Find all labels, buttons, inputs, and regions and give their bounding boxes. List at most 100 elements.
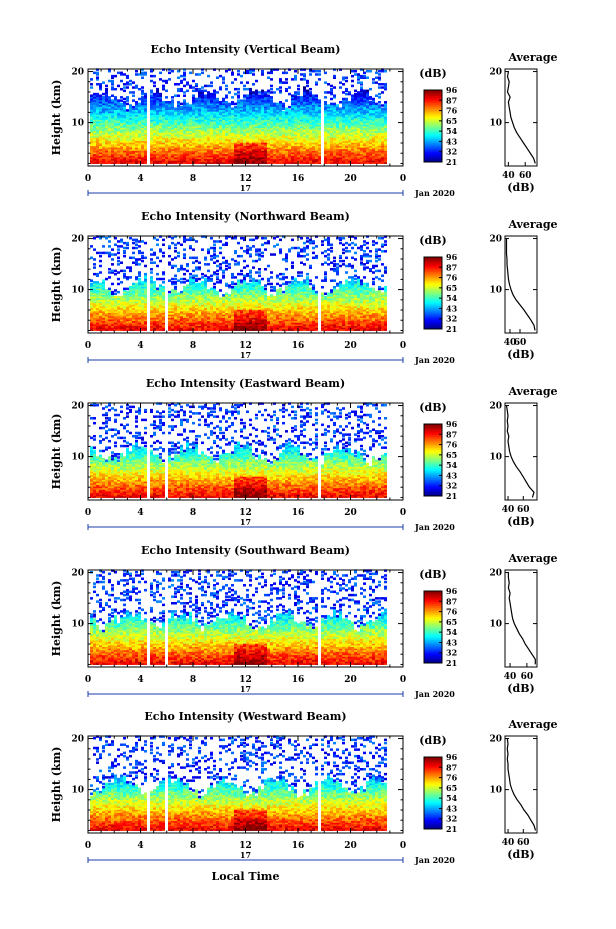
heatmap-cell [267,99,270,102]
heatmap-cell [234,135,237,138]
heatmap-cell [126,276,129,279]
heatmap-cell [249,118,252,122]
heatmap-cell [171,140,174,143]
heatmap-cell [129,123,132,127]
heatmap-cell [96,110,99,114]
heatmap-cell [255,130,258,133]
heatmap-cell [180,114,183,117]
heatmap-cell [186,154,189,158]
heatmap-cell [117,143,120,146]
heatmap-cell [132,146,135,150]
heatmap-cell [114,145,117,148]
heatmap-cell [210,84,213,88]
heatmap-cell [90,122,93,125]
heatmap-cell [159,92,162,96]
heatmap-cell [300,148,303,151]
heatmap-cell [267,125,270,129]
heatmap-cell [93,151,96,155]
heatmap-cell [270,71,273,75]
heatmap-cell [210,148,213,151]
heatmap-cell [294,109,297,112]
heatmap-cell [93,159,96,163]
heatmap-cell [168,156,171,160]
heatmap-cell [132,91,135,94]
heatmap-cell [150,107,153,111]
heatmap-cell [90,145,93,148]
heatmap-cell [273,153,276,156]
heatmap-cell [276,122,279,125]
heatmap-cell [108,141,111,145]
heatmap-cell [222,133,225,137]
heatmap-cell [168,136,171,140]
heatmap-cell [150,158,153,161]
heatmap-cell [105,130,108,133]
heatmap-cell [270,161,273,164]
heatmap-cell [252,110,255,114]
heatmap-cell [216,112,219,115]
heatmap-cell [105,138,108,142]
heatmap-cell [159,127,162,130]
heatmap-cell [282,145,285,148]
heatmap-cell [252,153,255,156]
heatmap-cell [123,143,126,146]
heatmap-cell [159,104,162,107]
heatmap-cell [249,140,252,143]
heatmap-cell [180,136,183,140]
heatmap-cell [240,133,243,137]
heatmap-cell [228,161,231,164]
heatmap-cell [105,289,108,292]
heatmap-cell [177,105,180,109]
heatmap-cell [105,104,108,107]
heatmap-cell [240,158,243,161]
heatmap-cell [198,132,201,135]
heatmap-cell [240,148,243,151]
heatmap-cell [243,161,246,164]
heatmap-cell [171,105,174,109]
heatmap-cell [177,122,180,125]
heatmap-cell [249,125,252,129]
heatmap-cell [279,118,282,122]
heatmap-cell [270,138,273,142]
heatmap-cell [243,112,246,115]
heatmap-cell [246,146,249,150]
heatmap-cell [285,154,288,158]
heatmap-cell [291,112,294,115]
heatmap-cell [96,145,99,148]
heatmap-cell [183,102,186,106]
heatmap-cell [153,161,156,164]
heatmap-cell [141,145,144,148]
heatmap-cell [216,122,219,125]
heatmap-cell [276,141,279,145]
heatmap-cell [132,86,135,89]
heatmap-cell [210,132,213,135]
heatmap-cell [267,101,270,104]
heatmap-cell [198,91,201,94]
heatmap-cell [90,115,93,119]
heatmap-cell [210,118,213,122]
heatmap-cell [285,117,288,120]
heatmap-cell [204,122,207,125]
heatmap-cell [180,146,183,150]
heatmap-cell [150,136,153,140]
heatmap-cell [144,71,147,75]
heatmap-cell [192,151,195,155]
heatmap-cell [156,94,159,97]
heatmap-cell [177,130,180,133]
heatmap-cell [279,91,282,94]
heatmap-cell [330,97,333,101]
heatmap-cell [252,96,255,99]
heatmap-cell [300,130,303,133]
heatmap-cell [210,99,213,102]
heatmap-cell [105,125,108,129]
heatmap-cell [102,140,105,143]
heatmap-cell [273,154,276,158]
heatmap-cell [138,130,141,133]
heatmap-cell [282,122,285,125]
heatmap-cell [222,145,225,148]
heatmap-cell [258,104,261,107]
heatmap-cell [174,94,177,97]
heatmap-cell [123,112,126,115]
heatmap-cell [273,151,276,155]
heatmap-cell [258,140,261,143]
heatmap-cell [204,135,207,138]
